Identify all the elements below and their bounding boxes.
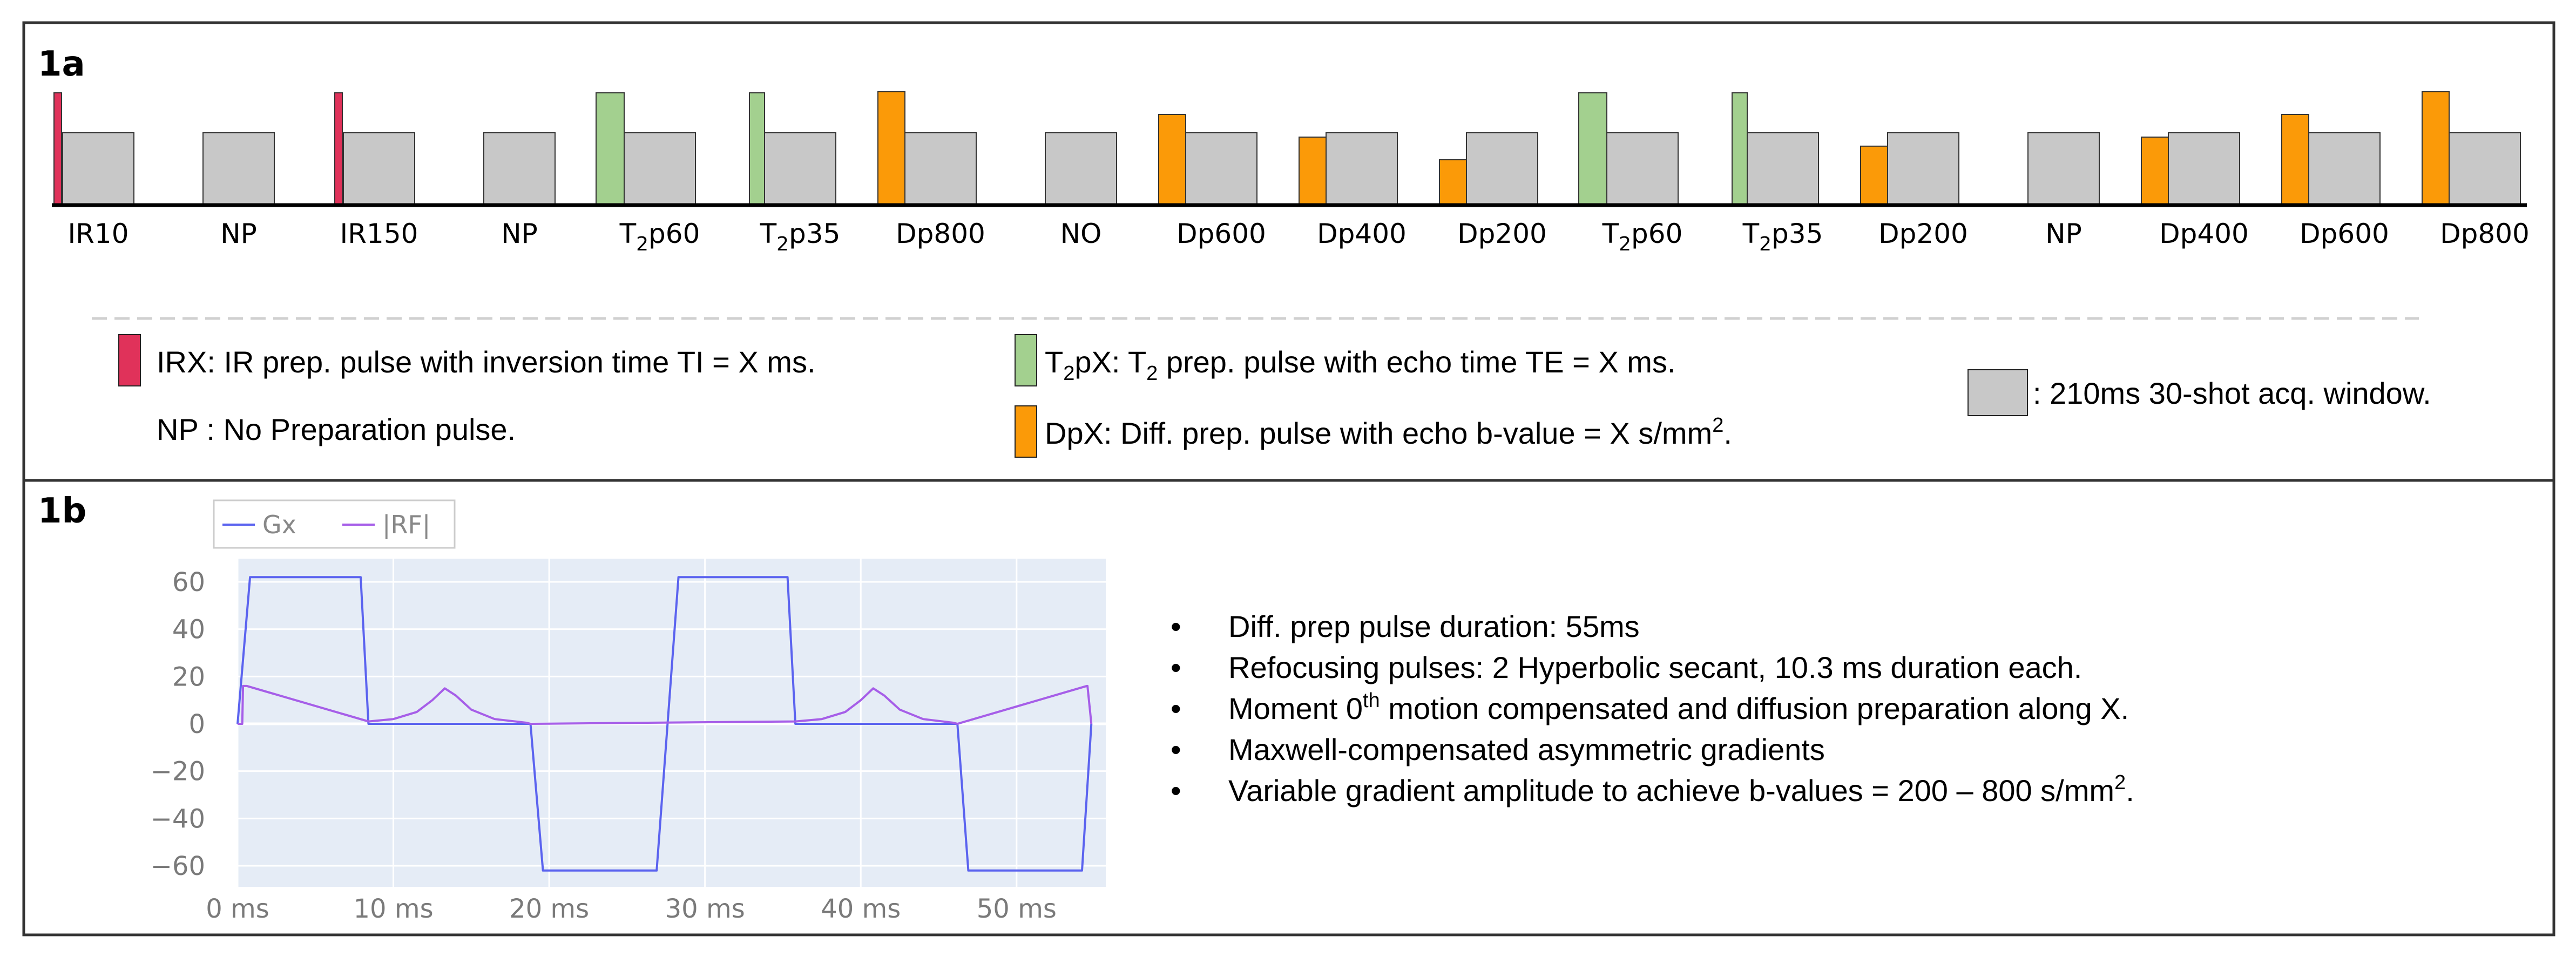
diff-legend-swatch [1015, 405, 1037, 458]
sequence-label: Dp600 [2300, 218, 2389, 249]
diffusion-prep-pulse [1299, 137, 1327, 205]
rf-series-line [238, 684, 1093, 725]
bullet-refocusing: Refocusing pulses: 2 Hyperbolic secant, … [1228, 650, 2082, 684]
x-axis-ticks: 0 ms 10 ms 20 ms 30 ms 40 ms 50 ms [206, 894, 1057, 924]
sequence-label: Dp400 [1317, 218, 1407, 249]
t2-legend-text: T2pX: T2 prep. pulse with echo time TE =… [1045, 345, 1675, 385]
sequence-label: Dp400 [2159, 218, 2249, 249]
y-tick-label: −20 [151, 757, 205, 787]
acq-window [2449, 132, 2521, 205]
sequence-diagram: IR10 NP IR150 NP T2p60 T2p35 Dp800 NO Dp600 Dp400… [53, 91, 2530, 255]
sequence-label: Dp200 [1457, 218, 1547, 249]
diffusion-prep-pulse [1439, 159, 1467, 205]
acq-window [1185, 132, 1257, 205]
diffusion-prep-pulse [1860, 145, 1888, 205]
bullet-moment: Moment 0th motion compensated and diffus… [1228, 689, 2129, 725]
ir-prep-pulse [53, 92, 62, 205]
sequence-label: T2p35 [760, 218, 841, 255]
t2-prep-pulse [596, 92, 625, 205]
rf-legend-label: |RF| [382, 510, 430, 540]
bullet-marker: • [1171, 609, 1181, 643]
x-tick-label: 20 ms [509, 894, 589, 924]
gx-series-line [236, 576, 1093, 872]
acq-window [2168, 132, 2240, 205]
acq-window [1466, 132, 1538, 205]
bullet-marker: • [1171, 773, 1181, 807]
bullet-bvalues: Variable gradient amplitude to achieve b… [1228, 771, 2134, 807]
sequence-label: NO [1060, 218, 1102, 249]
y-tick-label: 20 [172, 662, 205, 692]
x-tick-label: 40 ms [821, 894, 901, 924]
bullet-maxwell: Maxwell-compensated asymmetric gradients [1228, 732, 1825, 766]
acq-window [1606, 132, 1679, 205]
acq-window [343, 132, 415, 205]
diffusion-prep-pulse [2422, 91, 2450, 205]
y-tick-label: 0 [188, 709, 205, 739]
gx-legend-label: Gx [262, 510, 296, 539]
bullet-marker: • [1171, 650, 1181, 684]
y-tick-label: −40 [151, 804, 205, 834]
acq-window [202, 132, 275, 205]
t2-prep-pulse [749, 92, 765, 205]
t2-prep-pulse [1578, 92, 1607, 205]
sequence-label: IR10 [67, 218, 129, 249]
sequence-label: Dp800 [896, 218, 985, 249]
acq-window [483, 132, 556, 205]
y-tick-label: 60 [172, 567, 205, 598]
acq-window [904, 132, 977, 205]
diffusion-prep-pulse [2281, 114, 2309, 205]
bullet-list: • Diff. prep pulse duration: 55ms • Refo… [1171, 609, 2134, 807]
acq-window [764, 132, 836, 205]
bullet-duration: Diff. prep pulse duration: 55ms [1228, 609, 1640, 643]
sequence-label: Dp200 [1878, 218, 1968, 249]
acq-window [624, 132, 696, 205]
acq-window [2308, 132, 2381, 205]
y-tick-label: −60 [151, 851, 205, 881]
sequence-label: NP [2045, 218, 2082, 249]
diffusion-prep-pulse [2141, 137, 2169, 205]
acq-window [2027, 132, 2100, 205]
np-legend-text: NP : No Preparation pulse. [157, 412, 516, 446]
sequence-label: NP [501, 218, 538, 249]
sequence-label: T2p35 [1742, 218, 1823, 255]
acq-legend-swatch [1968, 369, 2028, 416]
sequence-label: IR150 [340, 218, 418, 249]
ir-legend-swatch [118, 334, 141, 386]
x-tick-label: 30 ms [665, 894, 745, 924]
acq-window [1747, 132, 1819, 205]
x-tick-label: 50 ms [977, 894, 1057, 924]
diffusion-prep-pulse [877, 91, 905, 205]
diff-legend-text: DpX: Diff. prep. pulse with echo b-value… [1045, 414, 1732, 450]
t2-prep-pulse [1732, 92, 1748, 205]
acq-window [1045, 132, 1117, 205]
sequence-label: T2p60 [1602, 218, 1683, 255]
x-tick-label: 10 ms [354, 894, 434, 924]
y-axis-ticks: 60 40 20 0 −20 −40 −60 [151, 567, 205, 881]
panel-b-label: 1b [38, 491, 86, 531]
sequence-label: Dp600 [1177, 218, 1266, 249]
acq-window [1326, 132, 1398, 205]
sequence-label: T2p60 [619, 218, 700, 255]
acq-window [62, 132, 134, 205]
bullet-marker: • [1171, 691, 1181, 725]
bullet-marker: • [1171, 732, 1181, 766]
acq-legend-text: : 210ms 30-shot acq. window. [2033, 376, 2431, 410]
panel-a-label: 1a [38, 44, 85, 84]
ir-prep-pulse [334, 92, 343, 205]
sequence-label: Dp800 [2440, 218, 2530, 249]
t2-legend-swatch [1015, 334, 1037, 386]
x-tick-label: 0 ms [206, 894, 269, 924]
diffusion-prep-pulse [1158, 114, 1186, 205]
sequence-label: NP [220, 218, 257, 249]
acq-window [1887, 132, 1959, 205]
ir-legend-text: IRX: IR prep. pulse with inversion time … [157, 345, 816, 379]
y-tick-label: 40 [172, 615, 205, 645]
